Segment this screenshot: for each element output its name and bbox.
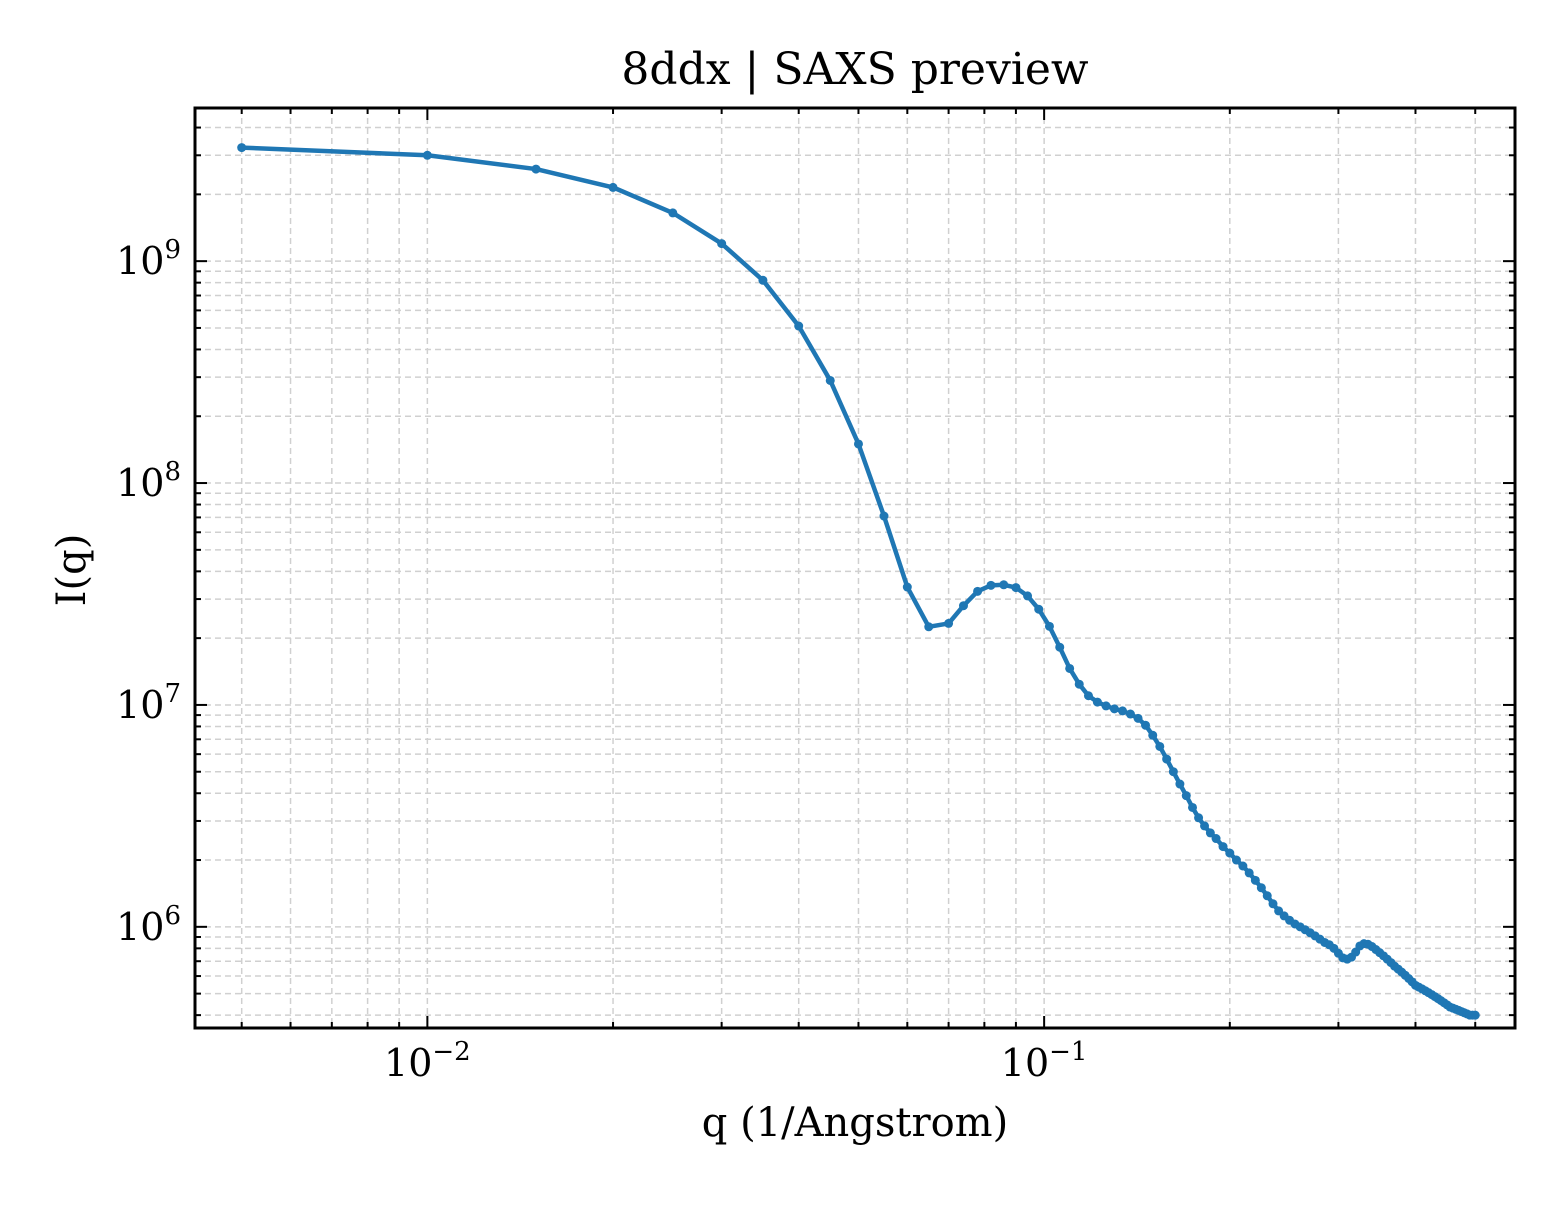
y-axis-label: I(q) [49, 534, 95, 607]
data-point [1218, 842, 1228, 852]
data-point [1092, 697, 1102, 707]
data-point [973, 586, 983, 596]
data-point [1044, 621, 1054, 631]
x-axis-label: q (1/Angstrom) [702, 1100, 1008, 1146]
chart-title: 8ddx | SAXS preview [621, 44, 1089, 95]
data-point [608, 182, 618, 192]
data-point [1194, 813, 1204, 823]
data-point [1205, 828, 1215, 838]
data-point [531, 164, 541, 174]
data-point [1055, 642, 1065, 652]
data-point [668, 208, 678, 218]
data-point [1083, 691, 1093, 701]
plot-frame [193, 106, 1517, 1030]
data-point [825, 375, 835, 385]
data-point [1244, 868, 1254, 878]
data-point [1118, 706, 1128, 716]
data-point [1065, 663, 1075, 673]
y-tick-label: 107 [116, 679, 181, 727]
y-tick-label: 109 [116, 235, 181, 283]
data-point [1262, 891, 1272, 901]
data-point [1168, 767, 1178, 777]
data-point [1238, 861, 1248, 871]
data-point [1133, 713, 1143, 723]
data-point [1034, 604, 1044, 614]
data-point [1225, 848, 1235, 858]
x-tick-label: 10−2 [384, 1037, 471, 1085]
data-point [1125, 709, 1135, 719]
data-point [1162, 754, 1172, 764]
data-point [1155, 741, 1165, 751]
y-tick-label: 106 [116, 901, 181, 949]
data-point [1200, 821, 1210, 831]
series-layer [237, 143, 1480, 1020]
grid [195, 108, 1515, 1028]
data-point [1188, 802, 1198, 812]
data-point [1074, 679, 1084, 689]
x-tick-label: 10−1 [1001, 1037, 1088, 1085]
data-point [1141, 720, 1151, 730]
data-point [1109, 704, 1119, 714]
data-point [422, 150, 432, 160]
data-point [237, 143, 247, 153]
data-point [944, 618, 954, 628]
data-point [999, 580, 1009, 590]
data-point [902, 582, 912, 592]
data-point [1211, 834, 1221, 844]
data-point [1148, 730, 1158, 740]
data-point [1470, 1010, 1480, 1020]
data-point [986, 580, 996, 590]
data-point [758, 275, 768, 285]
data-point [1101, 701, 1111, 711]
data-point [958, 601, 968, 611]
data-point [794, 321, 804, 331]
data-point [1181, 791, 1191, 801]
data-point [1231, 855, 1241, 865]
ticks: 10−2 10−1 106 107 108 109 [116, 108, 1515, 1085]
data-point [879, 511, 889, 521]
data-point [1011, 583, 1021, 593]
data-point [1175, 779, 1185, 789]
y-tick-label: 108 [116, 457, 181, 505]
data-point [924, 622, 934, 632]
data-point [1268, 899, 1278, 909]
data-point [1250, 875, 1260, 885]
data-point [1023, 591, 1033, 601]
data-point [1256, 883, 1266, 893]
data-point [717, 239, 727, 249]
data-point [853, 439, 863, 449]
